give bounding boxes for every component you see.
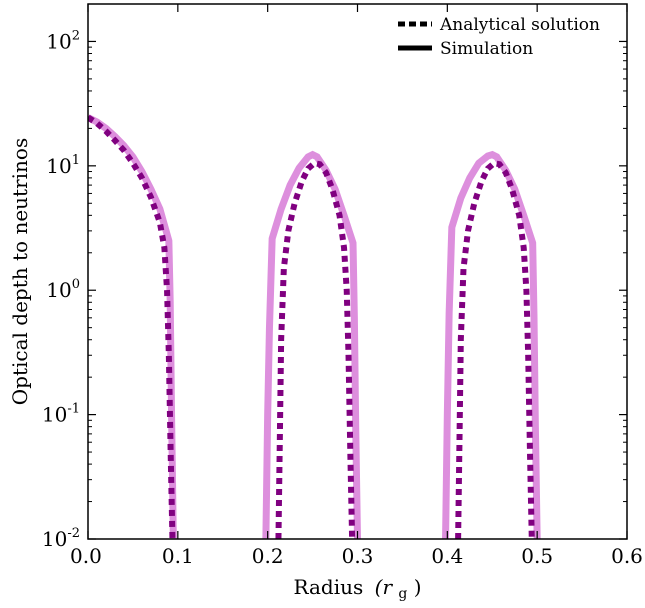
y-tick-label: 100 — [46, 277, 80, 302]
y-tick-label: 10-2 — [42, 526, 80, 551]
x-tick-label: 0.4 — [431, 544, 463, 568]
x-axis-unit-subscript: g — [398, 586, 407, 602]
x-tick-label: 0.6 — [611, 544, 643, 568]
y-tick-label: 101 — [46, 153, 80, 178]
legend: Analytical solution Simulation — [398, 15, 600, 59]
x-axis-unit-open: (r — [375, 575, 394, 599]
x-tick-label: 0.2 — [252, 544, 284, 568]
plot-curves — [88, 114, 541, 539]
axis-ticks — [87, 3, 628, 540]
analytical-curve-2 — [275, 159, 356, 539]
legend-label-analytical: Analytical solution — [439, 15, 600, 35]
x-axis-unit-close: ) — [414, 575, 422, 599]
y-axis-title: Optical depth to neutrinos — [8, 138, 32, 405]
x-axis-title: Radius (r g ) — [293, 575, 421, 603]
analytical-curve-3 — [455, 159, 535, 539]
y-tick-label: 102 — [46, 28, 80, 53]
x-tick-label: 0.0 — [70, 544, 102, 568]
x-tick-label: 0.1 — [162, 544, 194, 568]
x-tick-label: 0.3 — [342, 544, 374, 568]
simulation-curve-2 — [262, 150, 361, 539]
simulation-curve-1 — [88, 114, 177, 539]
axis-tick-labels: 0.0 0.1 0.2 0.3 0.4 0.5 0.6 10-2 10-1 100 101 102 — [42, 28, 643, 568]
analytical-curve-1 — [88, 114, 176, 539]
x-axis-title-text: Radius — [293, 575, 363, 599]
x-tick-label: 0.5 — [521, 544, 553, 568]
y-tick-label: 10-1 — [42, 402, 80, 427]
simulation-curve-3 — [442, 150, 541, 539]
legend-label-simulation: Simulation — [440, 39, 533, 59]
